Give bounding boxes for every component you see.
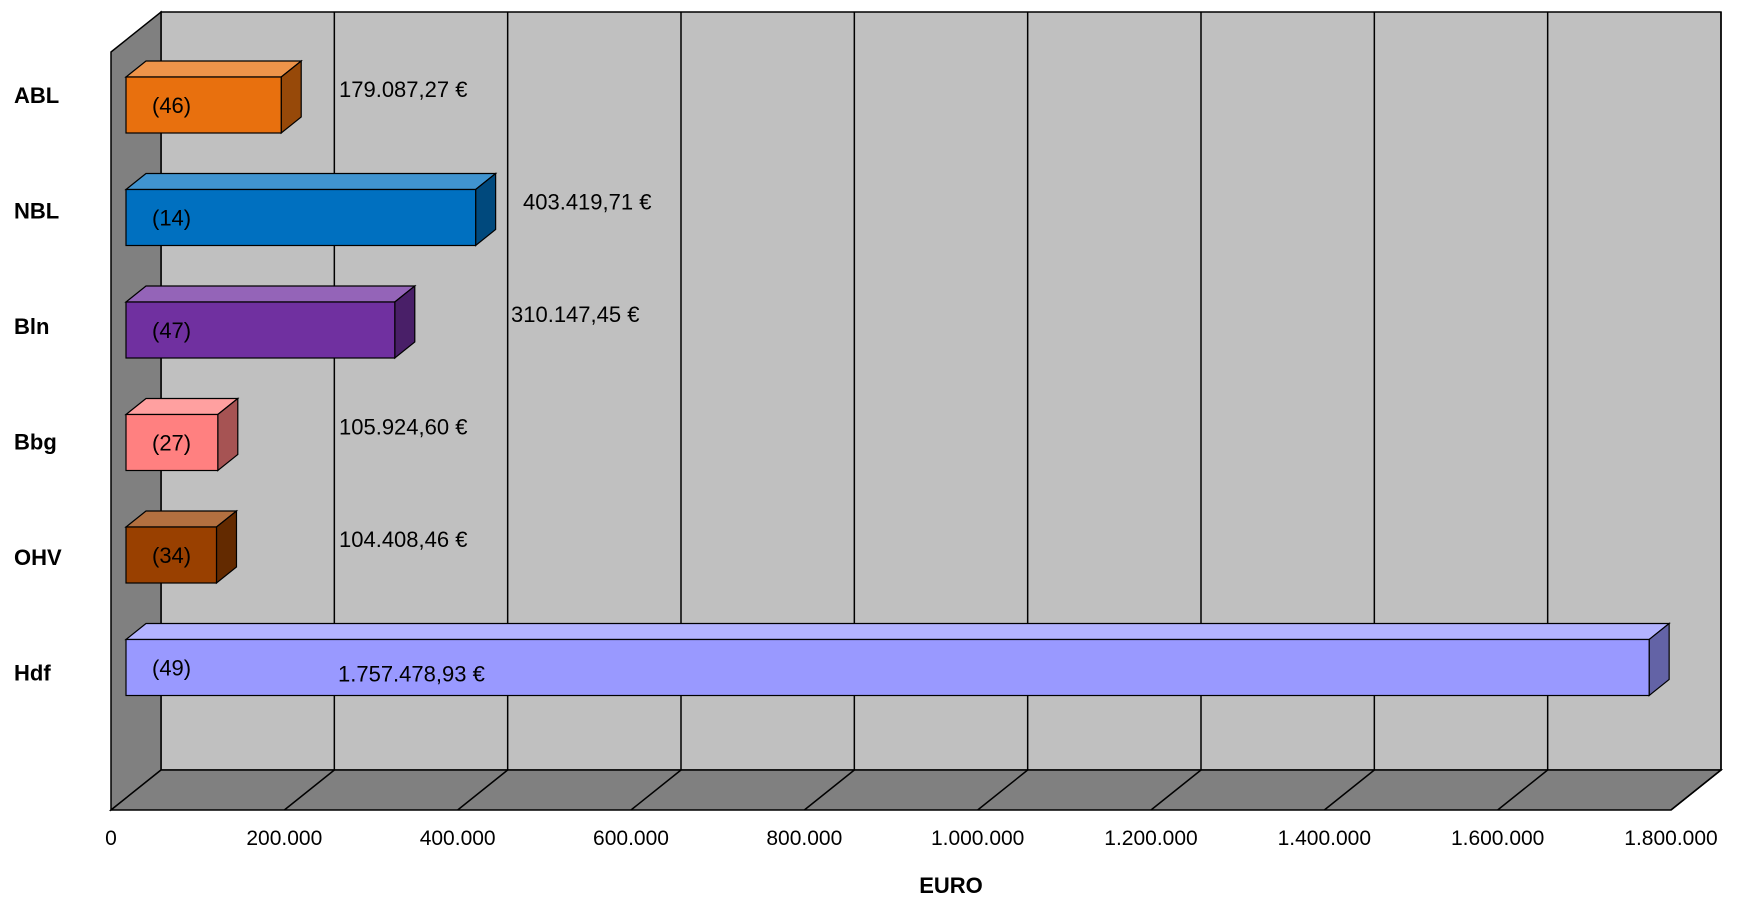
x-tick-label: 200.000 bbox=[246, 827, 322, 850]
category-label: OHV bbox=[14, 545, 62, 570]
x-tick-labels: 0 200.000 400.000 600.000 800.000 1.000.000 1.… bbox=[105, 827, 1718, 850]
bar-front bbox=[125, 188, 477, 247]
count-label: (27) bbox=[152, 431, 191, 456]
x-tick-label: 400.000 bbox=[420, 827, 496, 850]
value-label: 179.087,27 € bbox=[339, 77, 467, 102]
bar-top bbox=[124, 622, 1671, 641]
x-tick-label: 1.600.000 bbox=[1451, 827, 1544, 850]
floor-gridline bbox=[1670, 769, 1722, 811]
bar-hdf bbox=[124, 622, 1671, 697]
bars bbox=[124, 59, 1671, 697]
bar-nbl bbox=[124, 172, 498, 247]
x-tick-label: 1.800.000 bbox=[1624, 827, 1717, 850]
floor-gridline bbox=[630, 769, 682, 811]
bar-bbg bbox=[124, 397, 240, 472]
count-label: (47) bbox=[152, 318, 191, 343]
value-label: 104.408,46 € bbox=[339, 527, 467, 552]
chart-walls bbox=[108, 10, 1724, 812]
bar-top bbox=[124, 285, 417, 303]
floor-gridline bbox=[1497, 769, 1549, 811]
floor-gridline bbox=[283, 769, 335, 811]
floor-gridline bbox=[977, 769, 1029, 811]
x-tick-label: 1.200.000 bbox=[1104, 827, 1197, 850]
bar-front bbox=[125, 638, 1650, 697]
count-label: (14) bbox=[152, 206, 191, 231]
x-tick-label: 1.400.000 bbox=[1278, 827, 1371, 850]
bar-top bbox=[124, 172, 498, 191]
floor-gridline bbox=[1323, 769, 1375, 811]
bar-front bbox=[125, 526, 218, 584]
category-label: ABL bbox=[14, 83, 59, 108]
count-label: (34) bbox=[152, 543, 191, 568]
bar-bln bbox=[124, 284, 417, 360]
x-axis-title: EURO bbox=[919, 873, 983, 898]
bar-abl bbox=[124, 59, 303, 135]
count-label: (46) bbox=[152, 93, 191, 118]
x-tick-label: 1.000.000 bbox=[931, 827, 1024, 850]
bar-front bbox=[125, 76, 282, 134]
floor-gridline bbox=[1150, 769, 1202, 811]
value-label: 310.147,45 € bbox=[511, 302, 639, 327]
bar-top bbox=[124, 60, 303, 78]
bar-ohv bbox=[124, 509, 239, 585]
x-tick-label: 800.000 bbox=[766, 827, 842, 850]
floor-gridline bbox=[457, 769, 509, 811]
x-tick-label: 0 bbox=[105, 827, 117, 850]
floor-gridline bbox=[803, 769, 855, 811]
value-label: 403.419,71 € bbox=[523, 190, 651, 215]
bar-front bbox=[125, 301, 396, 359]
category-labels: ABL NBL Bln Bbg OHV Hdf bbox=[14, 83, 62, 686]
value-label: 1.757.478,93 € bbox=[338, 662, 485, 687]
x-tick-label: 600.000 bbox=[593, 827, 669, 850]
category-label: Bbg bbox=[14, 430, 57, 455]
category-label: Bln bbox=[14, 314, 49, 339]
category-label: NBL bbox=[14, 199, 59, 224]
data-labels: (46) 179.087,27 € (14) 403.419,71 € (47) 310.… bbox=[152, 77, 651, 687]
category-label: Hdf bbox=[14, 661, 51, 686]
value-label: 105.924,60 € bbox=[339, 415, 467, 440]
bar-front bbox=[125, 413, 219, 472]
count-label: (49) bbox=[152, 656, 191, 681]
floor bbox=[108, 769, 1724, 811]
